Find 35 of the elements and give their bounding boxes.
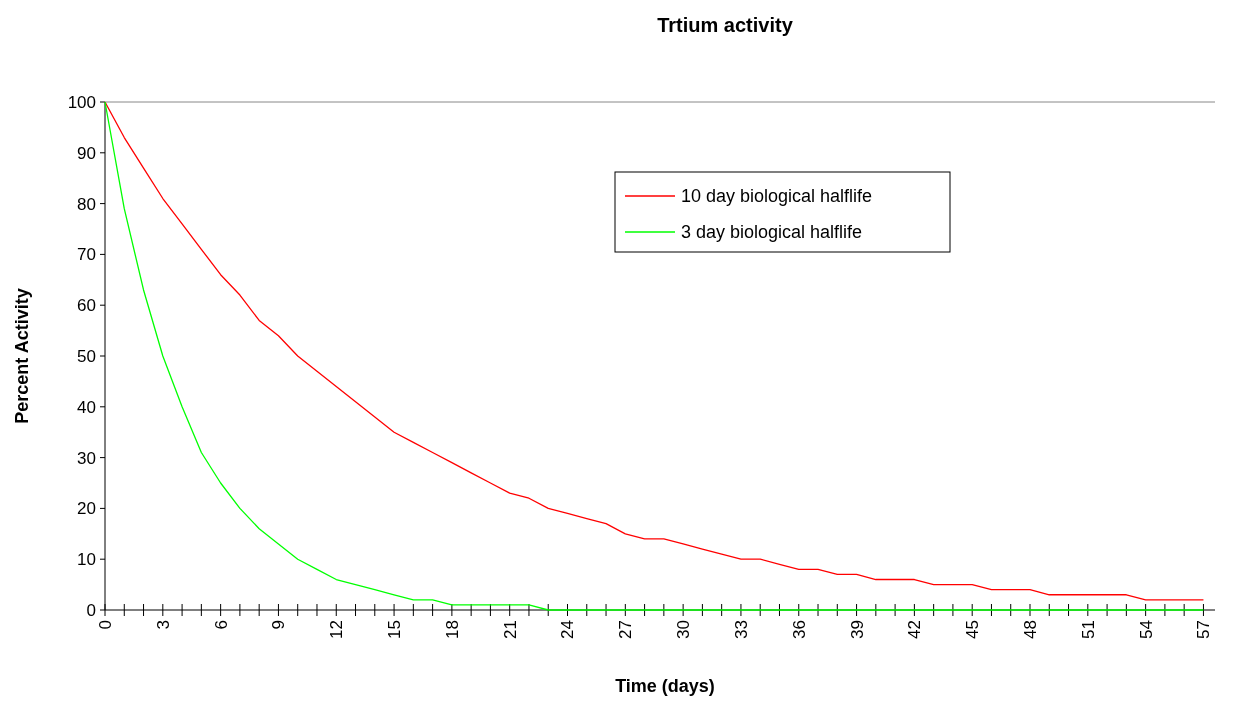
x-axis-title: Time (days) — [615, 676, 715, 696]
x-tick-label: 12 — [327, 620, 347, 639]
y-tick-label: 40 — [77, 397, 96, 417]
x-tick-label: 27 — [616, 620, 636, 639]
y-tick-label: 50 — [77, 346, 96, 366]
x-tick-label: 30 — [674, 620, 694, 639]
x-tick-label: 57 — [1194, 620, 1214, 639]
x-tick-label: 6 — [211, 620, 231, 630]
x-tick-label: 0 — [95, 620, 115, 630]
chart-title: Trtium activity — [657, 14, 794, 36]
x-tick-label: 9 — [269, 620, 289, 630]
x-tick-label: 15 — [385, 620, 405, 639]
y-tick-label: 90 — [77, 143, 96, 163]
y-tick-label: 60 — [77, 296, 96, 316]
legend-label: 3 day biological halflife — [681, 222, 863, 243]
x-tick-label: 48 — [1020, 620, 1040, 639]
y-tick-label: 30 — [77, 448, 96, 468]
x-tick-label: 33 — [731, 620, 751, 639]
x-tick-label: 42 — [905, 620, 925, 639]
x-tick-label: 39 — [847, 620, 867, 639]
x-tick-label: 3 — [153, 620, 173, 630]
x-tick-label: 18 — [442, 620, 462, 639]
y-tick-label: 10 — [77, 550, 96, 570]
y-tick-label: 70 — [77, 245, 96, 265]
x-tick-label: 51 — [1078, 620, 1098, 639]
y-tick-label: 100 — [67, 92, 96, 112]
x-tick-label: 21 — [500, 620, 520, 639]
x-tick-label: 45 — [963, 620, 983, 639]
legend-label: 10 day biological halflife — [681, 186, 873, 207]
y-tick-label: 20 — [77, 499, 96, 519]
x-tick-label: 24 — [558, 620, 578, 639]
y-tick-label: 80 — [77, 194, 96, 214]
x-tick-label: 54 — [1136, 620, 1156, 639]
y-axis-title: Percent Activity — [12, 288, 32, 424]
x-tick-label: 36 — [789, 620, 809, 639]
